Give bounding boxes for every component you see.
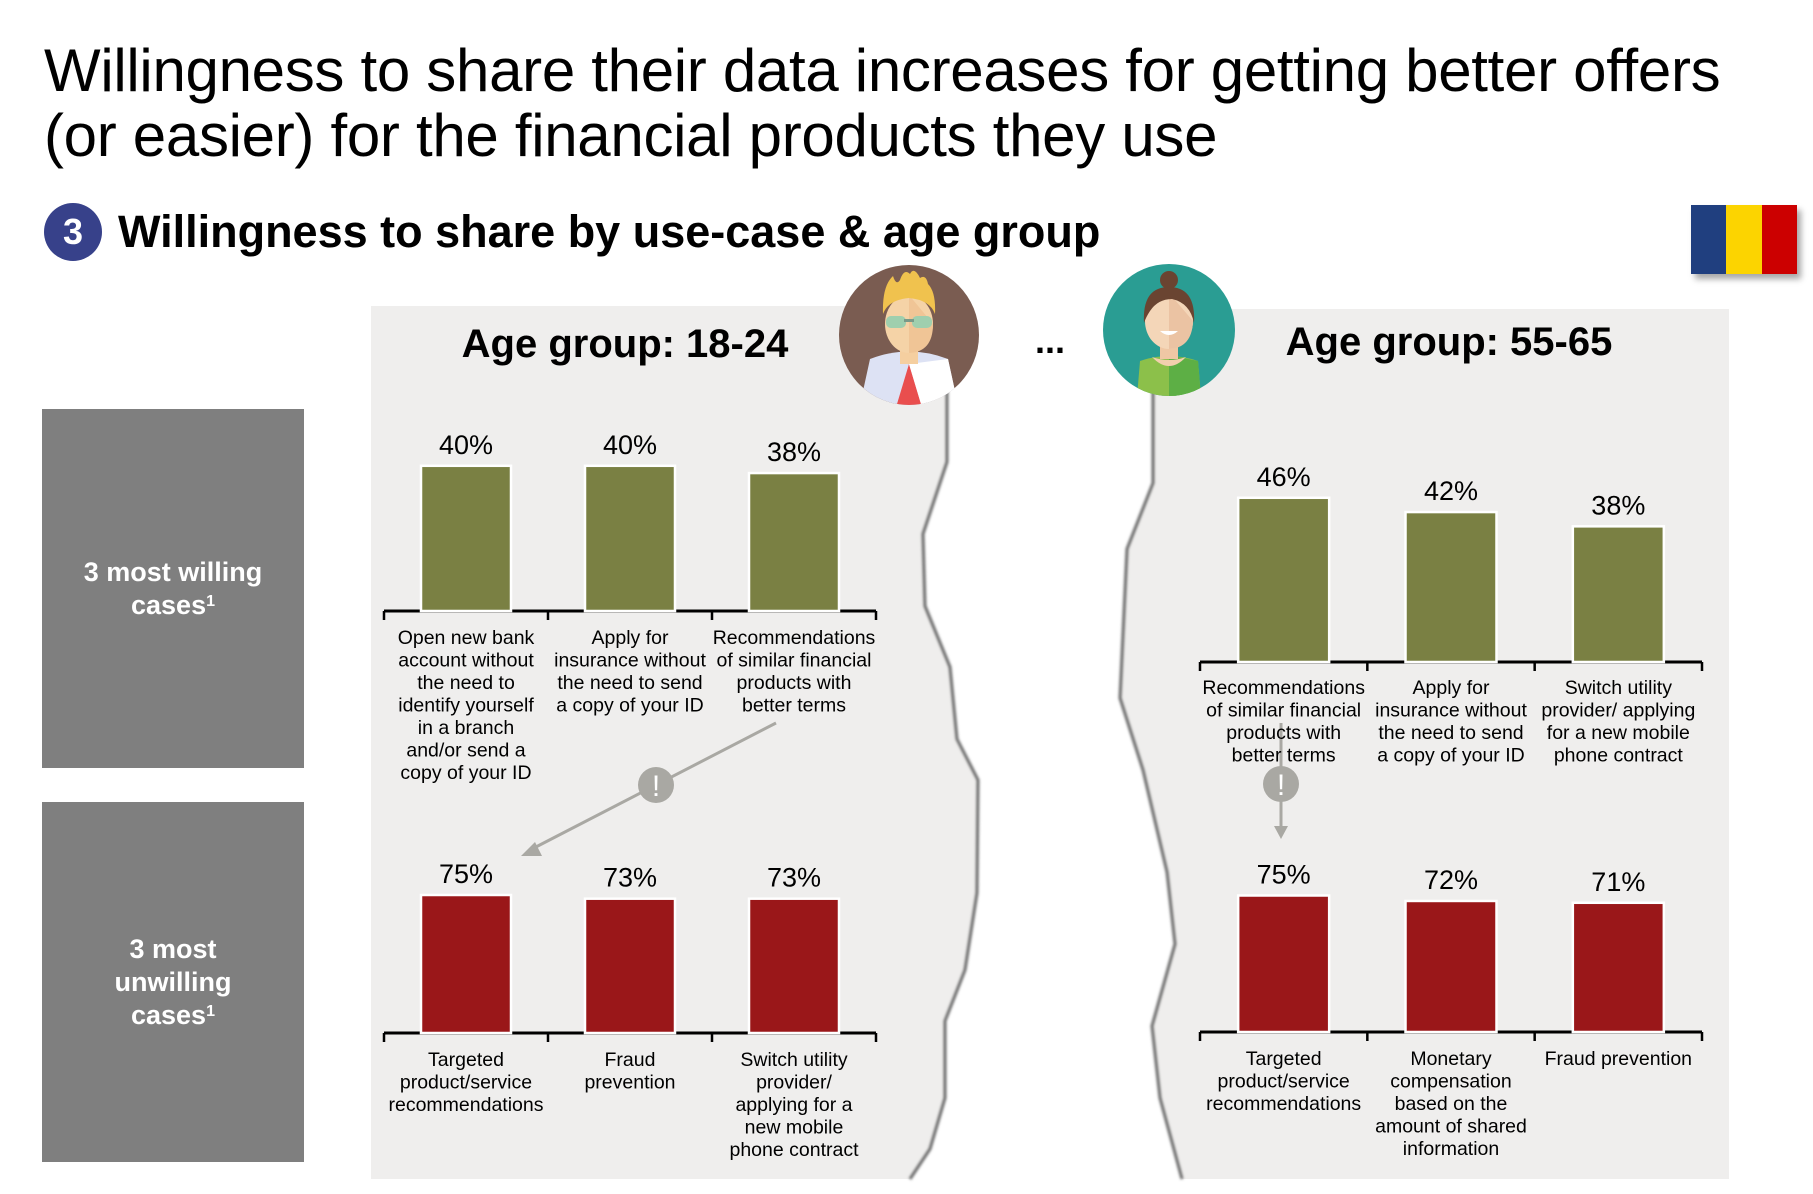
category-label: Targeted product/service recommendations — [389, 1049, 544, 1116]
willing-cases-label-box: 3 most willing cases1 — [42, 409, 304, 768]
bar — [1571, 901, 1666, 1034]
older-woman-avatar-icon — [1103, 264, 1235, 396]
category-label: Open new bank account without the need to i… — [398, 627, 535, 784]
right-torn-edge — [1118, 390, 1184, 1180]
right-exclamation-icon — [1263, 766, 1299, 802]
flag-stripe-yellow — [1726, 205, 1762, 274]
left-torn-edge — [908, 390, 980, 1180]
page-title-line-2: (or easier) for the financial products t… — [44, 102, 1218, 169]
flag-stripe-red — [1761, 205, 1797, 274]
unwilling-label-line1: 3 most — [129, 933, 217, 964]
left-exclamation-icon — [638, 767, 674, 803]
bar-chart-2: 46% Recommendations of similar financial pr… — [1198, 462, 1704, 767]
bar-value-label: 75% — [439, 859, 493, 889]
right-panel-title: Age group: 55-65 — [1285, 320, 1613, 364]
category-label: Recommendations of similar financial produ… — [1202, 677, 1365, 767]
bar — [583, 464, 677, 613]
left-panel-title: Age group: 18-24 — [461, 322, 789, 366]
bar — [419, 464, 513, 613]
footnote-marker: 1 — [206, 1002, 215, 1020]
bar-value-label: 73% — [767, 863, 821, 893]
young-man-avatar-icon — [839, 265, 979, 405]
bar-value-label: 38% — [767, 437, 821, 467]
left-exclamation-symbol: ! — [652, 770, 660, 803]
bar-value-label: 40% — [603, 430, 657, 460]
category-label: Switch utility provider/ applying for a ne… — [1541, 677, 1695, 767]
footnote-marker: 1 — [206, 592, 215, 610]
romania-flag-icon — [1691, 205, 1797, 274]
bar-value-label: 40% — [439, 430, 493, 460]
willing-label-line2: cases — [131, 589, 207, 620]
category-label: Switch utility provider/applying for a new… — [729, 1049, 859, 1161]
bar-value-label: 38% — [1591, 490, 1645, 520]
unwilling-cases-label-box: 3 most unwilling cases1 — [42, 802, 304, 1162]
left-callout-arrowhead-icon — [521, 842, 542, 856]
bar-chart-0: 40% Open new bank account without the need … — [382, 430, 878, 784]
bar — [1404, 510, 1498, 664]
section-number-badge: 3 — [44, 203, 102, 261]
category-label: Apply for insurance without the need to se… — [554, 627, 706, 717]
unwilling-label-line2: unwilling — [114, 966, 232, 997]
right-callout-arrowhead-icon — [1274, 826, 1288, 839]
bar — [1236, 894, 1331, 1034]
bar — [747, 471, 841, 613]
bar-value-label: 75% — [1257, 860, 1311, 890]
page-title: Willingness to share their data increase… — [44, 38, 1804, 168]
bar — [747, 897, 841, 1035]
bar-value-label: 73% — [603, 863, 657, 893]
category-label: Targeted product/service recommendations — [1206, 1048, 1361, 1115]
bar-value-label: 42% — [1424, 476, 1478, 506]
ellipsis-separator: ... — [1034, 320, 1065, 361]
category-label: Fraud prevention — [584, 1049, 675, 1094]
category-label: Fraud prevention — [1545, 1048, 1692, 1070]
bar-chart-3: 75% Targeted product/service recommendation… — [1198, 860, 1704, 1160]
section-title: Willingness to share by use-case & age g… — [118, 206, 1101, 257]
bar-value-label: 46% — [1257, 462, 1311, 492]
bar — [1236, 496, 1331, 664]
bar — [419, 893, 513, 1035]
bar — [583, 897, 677, 1035]
bar — [1404, 899, 1498, 1034]
category-label: Apply for insurance without the need to se… — [1375, 677, 1527, 767]
unwilling-label-line3: cases — [130, 999, 207, 1030]
bar-chart-1: 75% Targeted product/service recommendation… — [382, 859, 878, 1161]
flag-stripe-blue — [1691, 205, 1727, 274]
bar — [1571, 525, 1666, 664]
willing-label-line1: 3 most willing — [83, 556, 263, 587]
bar-value-label: 72% — [1424, 865, 1478, 895]
category-label: Recommendations of similar financial produ… — [713, 627, 876, 717]
page-title-line-1: Willingness to share their data increase… — [44, 37, 1721, 104]
category-label: Monetary compensation based on the amount o… — [1375, 1048, 1527, 1160]
bar-value-label: 71% — [1591, 867, 1645, 897]
right-exclamation-symbol: ! — [1277, 769, 1285, 802]
